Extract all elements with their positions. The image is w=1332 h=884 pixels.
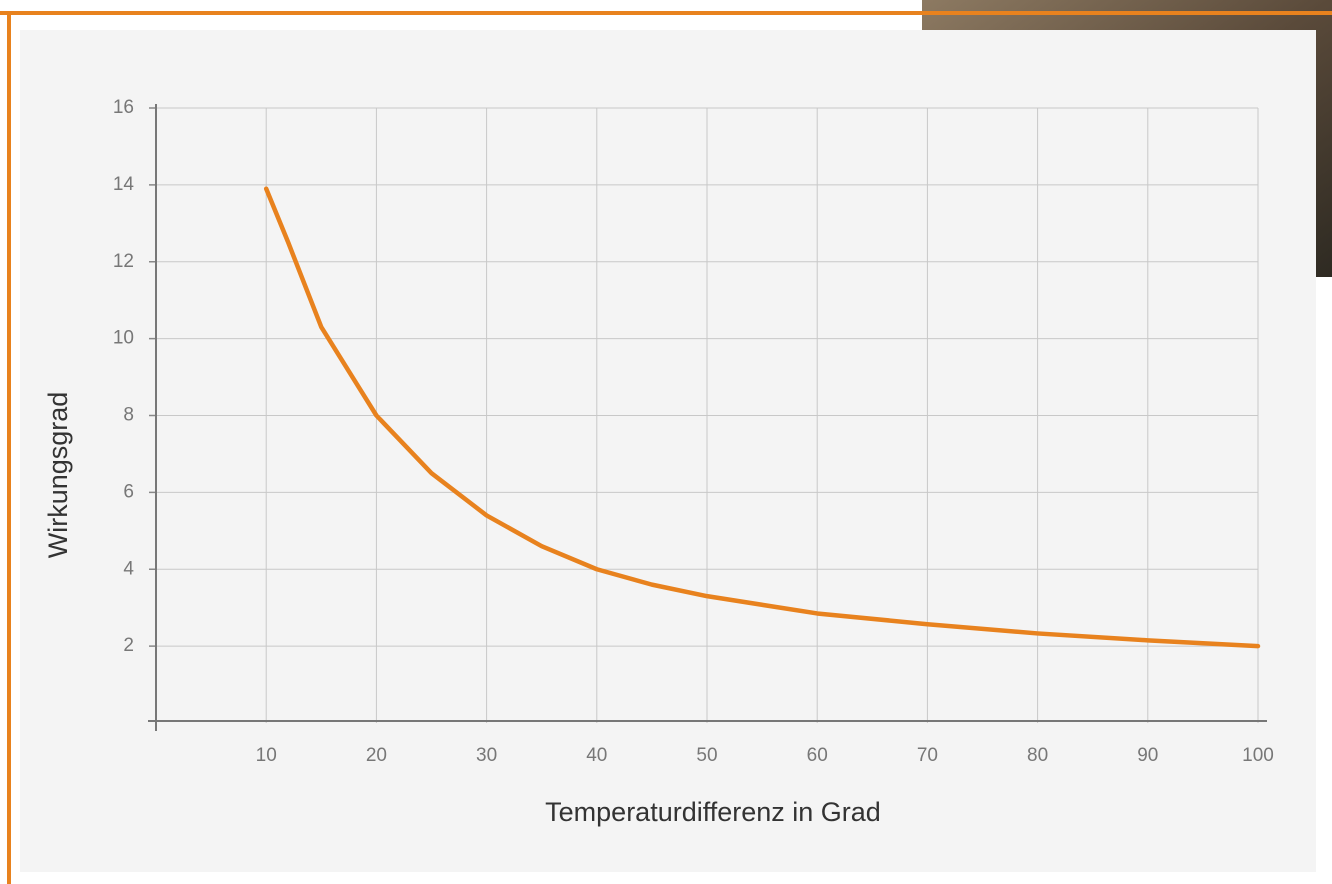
chart-panel bbox=[20, 30, 1316, 872]
y-tick-label: 2 bbox=[123, 635, 134, 656]
x-tick-label: 60 bbox=[807, 745, 828, 766]
x-axis-title: Temperaturdifferenz in Grad bbox=[545, 797, 881, 827]
x-tick-label: 90 bbox=[1137, 745, 1158, 766]
y-tick-label: 14 bbox=[113, 174, 135, 195]
x-tick-label: 40 bbox=[586, 745, 607, 766]
frame-left bbox=[7, 11, 11, 884]
x-tick-label: 20 bbox=[366, 745, 387, 766]
y-tick-label: 16 bbox=[113, 97, 134, 118]
x-tick-label: 80 bbox=[1027, 745, 1048, 766]
x-tick-label: 70 bbox=[917, 745, 938, 766]
y-tick-label: 8 bbox=[123, 405, 134, 426]
x-tick-label: 10 bbox=[256, 745, 277, 766]
y-tick-label: 10 bbox=[113, 328, 134, 349]
y-tick-label: 4 bbox=[123, 558, 134, 579]
y-axis-title: Wirkungsgrad bbox=[43, 392, 73, 559]
x-tick-label: 30 bbox=[476, 745, 497, 766]
y-tick-label: 6 bbox=[123, 481, 134, 502]
x-tick-label: 100 bbox=[1242, 745, 1274, 766]
page: 2 4 6 8 10 12 14 16 10 20 30 40 50 60 70 80 90 100 Temper… bbox=[0, 0, 1332, 884]
frame-top bbox=[0, 11, 1332, 15]
x-tick-label: 50 bbox=[696, 745, 717, 766]
y-tick-label: 12 bbox=[113, 251, 134, 272]
